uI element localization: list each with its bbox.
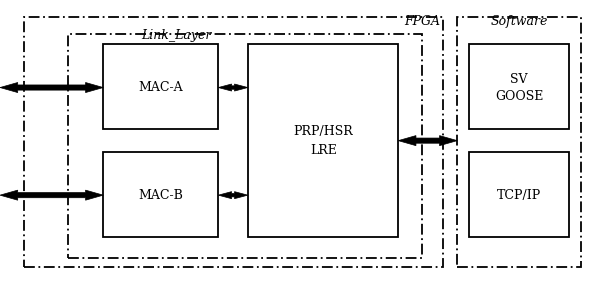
Bar [457,17,581,267]
Bar [103,44,218,129]
Polygon shape [0,190,103,200]
Text: Link_Layer: Link_Layer [142,29,212,42]
Bar [469,44,569,129]
Bar [469,152,569,237]
Bar [24,17,442,267]
Polygon shape [398,136,457,146]
Text: PRP/HSR
LRE: PRP/HSR LRE [293,125,353,157]
Bar [103,152,218,237]
Text: MAC-A: MAC-A [138,81,183,94]
Text: FPGA: FPGA [404,15,440,28]
Polygon shape [0,83,103,92]
Text: TCP/IP: TCP/IP [497,189,542,202]
Text: MAC-B: MAC-B [138,189,183,202]
Bar [68,34,422,258]
Text: Software: Software [490,15,548,28]
Text: SV
GOOSE: SV GOOSE [495,73,543,102]
Polygon shape [218,84,248,91]
Bar [248,44,398,237]
Polygon shape [218,192,248,199]
